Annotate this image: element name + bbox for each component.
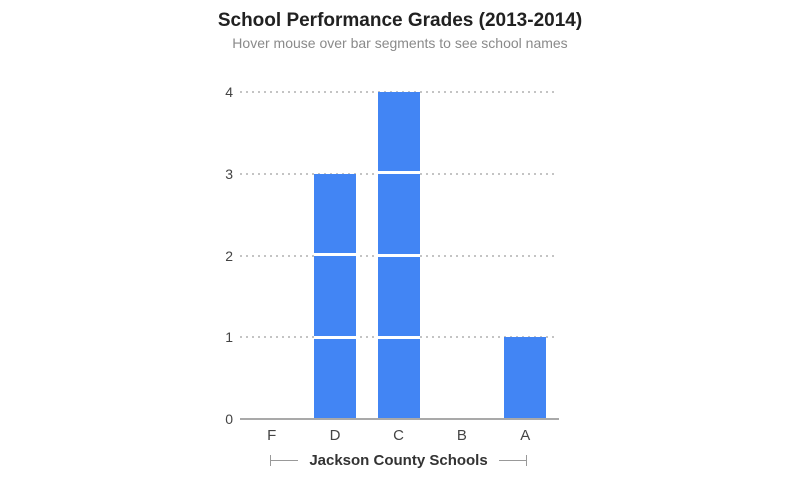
bar-D	[314, 173, 357, 419]
bar-segment-C-3[interactable]	[377, 256, 420, 336]
x-tick-label-F: F	[267, 427, 277, 444]
bar-segment-D-2[interactable]	[314, 256, 357, 336]
bar-segment-C-1[interactable]	[377, 92, 420, 172]
bracket-left-icon	[270, 455, 299, 466]
chart-subtitle: Hover mouse over bar segments to see sch…	[232, 35, 568, 51]
x-axis-title-label: Jackson County Schools	[309, 452, 488, 469]
y-tick-label-3: 3	[225, 165, 233, 182]
bar-segment-D-1[interactable]	[314, 173, 357, 254]
y-tick-label-0: 0	[225, 411, 233, 427]
bar-segment-A-1[interactable]	[504, 337, 547, 418]
x-axis-title: Jackson County Schools	[240, 452, 557, 469]
x-tick-label-C: C	[393, 427, 404, 444]
y-tick-label-1: 1	[225, 329, 233, 346]
bar-C	[377, 92, 420, 418]
bar-A	[504, 337, 547, 418]
y-tick-label-4: 4	[225, 84, 233, 100]
x-tick-label-D: D	[329, 427, 341, 444]
chart-title: School Performance Grades (2013-2014)	[217, 10, 583, 31]
x-axis-line	[240, 418, 559, 420]
x-tick-label-B: B	[456, 427, 467, 444]
y-tick-label-2: 2	[225, 247, 233, 264]
x-tick-label-A: A	[520, 427, 531, 444]
bar-segment-C-4[interactable]	[377, 338, 420, 418]
bracket-right-icon	[498, 455, 527, 466]
bar-segment-D-3[interactable]	[314, 338, 357, 419]
bar-segment-C-2[interactable]	[377, 174, 420, 254]
